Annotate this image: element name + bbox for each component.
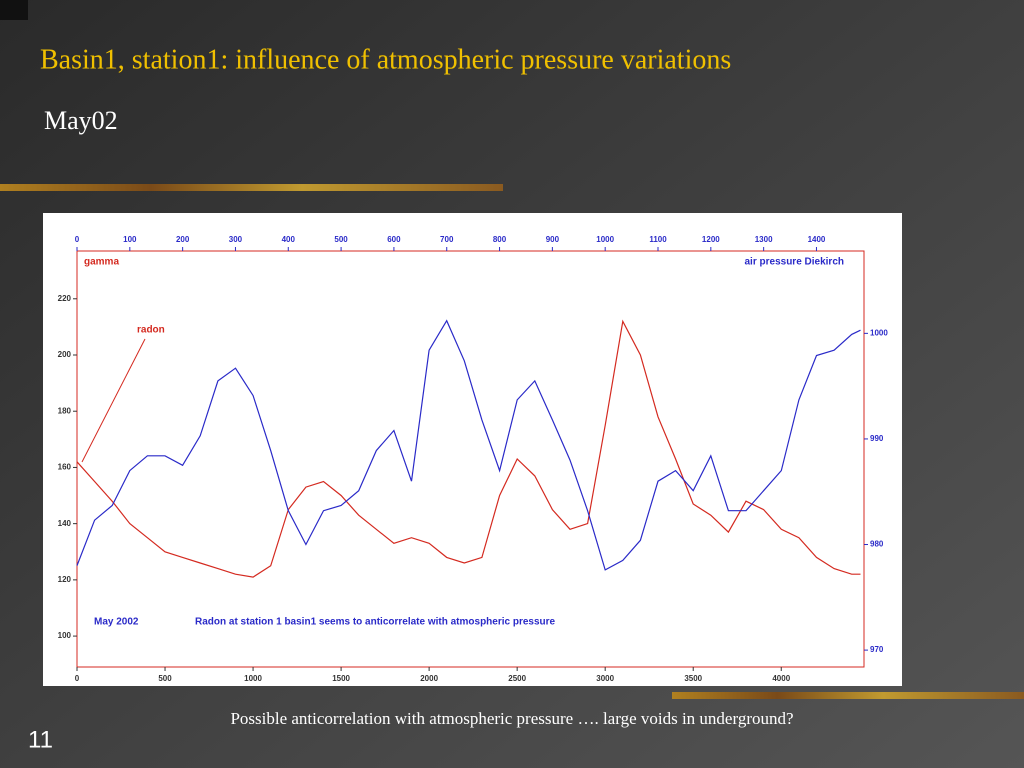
y-tick-label: 200 xyxy=(58,350,72,359)
data-line xyxy=(76,319,861,578)
decor-bar xyxy=(672,692,1024,699)
annotation: Radon at station 1 basin1 seems to antic… xyxy=(195,617,556,628)
x2-tick-label: 200 xyxy=(176,235,190,244)
annotation-pointer xyxy=(81,338,146,463)
slide-subtitle: May02 xyxy=(44,106,118,135)
data-line xyxy=(76,319,861,571)
x-tick-label: 1000 xyxy=(244,674,262,683)
x2-tick-label: 0 xyxy=(75,235,80,244)
y-tick-label: 220 xyxy=(58,294,72,303)
x2-tick-label: 900 xyxy=(546,235,560,244)
x2-tick-label: 1400 xyxy=(808,235,826,244)
x-tick-label: 2000 xyxy=(420,674,438,683)
decor-bar xyxy=(0,184,503,191)
x2-tick-label: 1100 xyxy=(649,235,667,244)
y2-tick-label: 990 xyxy=(870,434,884,443)
y2-tick-label: 970 xyxy=(870,645,884,654)
slide-number: 11 xyxy=(28,726,53,753)
caption: Possible anticorrelation with atmospheri… xyxy=(230,709,793,728)
x-tick-label: 0 xyxy=(75,674,80,683)
x2-tick-label: 400 xyxy=(282,235,296,244)
x-tick-label: 3500 xyxy=(684,674,702,683)
x-tick-label: 500 xyxy=(158,674,172,683)
x-tick-label: 1500 xyxy=(332,674,350,683)
annotation: May 2002 xyxy=(94,617,139,628)
x2-tick-label: 300 xyxy=(229,235,243,244)
y2-axis-label: air pressure Diekirch xyxy=(745,257,845,268)
x2-tick-label: 500 xyxy=(334,235,348,244)
y2-tick-label: 980 xyxy=(870,540,884,549)
x2-tick-label: 700 xyxy=(440,235,454,244)
x-tick-label: 4000 xyxy=(772,674,790,683)
plot-frame xyxy=(76,250,865,668)
slide-title: Basin1, station1: influence of atmospher… xyxy=(40,44,731,75)
y-tick-label: 160 xyxy=(58,463,72,472)
y-tick-label: 120 xyxy=(58,575,72,584)
x2-tick-label: 100 xyxy=(123,235,137,244)
x2-tick-label: 800 xyxy=(493,235,507,244)
x2-tick-label: 1300 xyxy=(755,235,773,244)
annotation: radon xyxy=(137,325,165,336)
x2-tick-label: 1200 xyxy=(702,235,720,244)
chart-panel xyxy=(43,213,902,686)
corner xyxy=(0,0,28,20)
y-tick-label: 180 xyxy=(58,406,72,415)
y-axis-label: gamma xyxy=(84,257,119,268)
x2-tick-label: 600 xyxy=(387,235,401,244)
x-tick-label: 2500 xyxy=(508,674,526,683)
y-tick-label: 100 xyxy=(58,631,72,640)
x2-tick-label: 1000 xyxy=(596,235,614,244)
x-tick-label: 3000 xyxy=(596,674,614,683)
y-tick-label: 140 xyxy=(58,519,72,528)
y2-tick-label: 1000 xyxy=(870,328,888,337)
